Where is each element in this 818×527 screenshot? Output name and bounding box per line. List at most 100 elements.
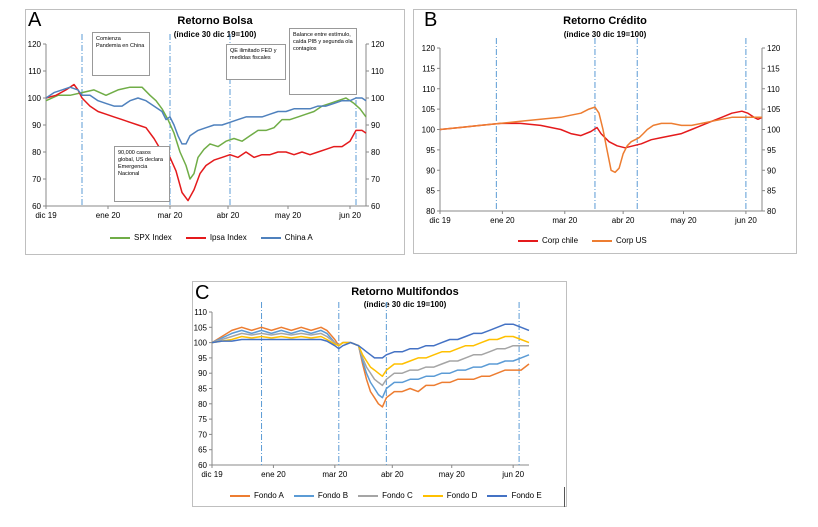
legend-swatch (518, 239, 538, 242)
annotation-pandemia: Comienza Pandemia en China (92, 32, 150, 76)
chart-b-legend: Corp chile Corp US (518, 236, 647, 245)
chart-c-title: Retorno Multifondos (351, 286, 459, 298)
x-tick-label: abr 20 (612, 216, 635, 225)
y-tick-label: 110 (422, 85, 435, 94)
legend-item: Fondo C (358, 491, 413, 500)
legend-item: Corp US (592, 236, 647, 245)
annotation-emergencia: 90,000 casos global, US declara Emergenc… (114, 146, 170, 202)
y-tick-label-right: 60 (371, 202, 380, 211)
legend-item: SPX Index (110, 233, 172, 242)
y-tick-label: 100 (422, 126, 436, 135)
legend-item: Fondo E (487, 491, 542, 500)
legend-swatch (422, 494, 443, 497)
x-tick-label: ene 20 (96, 211, 121, 220)
chart-c-subtitle: (índice 30 dic 19=100) (363, 300, 447, 309)
x-tick-label: dic 19 (201, 470, 223, 479)
panel-letter-a: A (28, 9, 42, 31)
chart-panel-c (192, 281, 567, 507)
series-line-corp-chile (439, 110, 763, 149)
y-tick-label: 70 (198, 430, 207, 439)
legend-label: Ipsa Index (209, 233, 247, 242)
x-tick-label: mar 20 (322, 470, 347, 479)
legend-label: Corp chile (542, 236, 579, 245)
x-tick-label: may 20 (670, 216, 697, 225)
y-tick-label-right: 95 (767, 146, 776, 155)
y-tick-label-right: 110 (371, 67, 384, 76)
legend-label: Fondo C (382, 491, 413, 500)
y-tick-label: 110 (194, 308, 207, 317)
y-tick-label: 105 (194, 323, 208, 332)
legend-swatch (358, 494, 379, 497)
y-tick-label-right: 100 (767, 126, 781, 135)
x-tick-label: ene 20 (261, 470, 286, 479)
x-tick-label: may 20 (275, 211, 302, 220)
y-tick-label-right: 120 (371, 40, 385, 49)
y-tick-label-right: 90 (371, 121, 380, 130)
chart-panel-b (413, 9, 797, 254)
legend-label: Fondo A (254, 491, 284, 500)
x-tick-label: abr 20 (217, 211, 240, 220)
x-tick-label: mar 20 (552, 216, 577, 225)
chart-c-legend: Fondo A Fondo B Fondo C Fondo D Fondo E (230, 491, 542, 500)
y-tick-label: 60 (32, 202, 41, 211)
y-tick-label: 90 (426, 166, 435, 175)
legend-label: SPX Index (134, 233, 172, 242)
series-line-china-a (45, 86, 367, 145)
chart-b-subtitle: (índice 30 dic 19=100) (563, 30, 647, 39)
series-line-fondo-a (211, 326, 530, 408)
x-tick-label: ene 20 (490, 216, 515, 225)
y-tick-label: 110 (28, 67, 41, 76)
chart-a-title: Retorno Bolsa (177, 15, 253, 27)
y-tick-label: 100 (28, 94, 42, 103)
panel-letter-b: B (424, 9, 438, 31)
legend-swatch (260, 236, 281, 239)
series-line-ipsa-index (45, 83, 367, 202)
series-line-fondo-e (211, 323, 530, 359)
y-tick-label: 100 (194, 339, 208, 348)
y-tick-label: 60 (198, 461, 207, 470)
x-tick-label: jun 20 (338, 211, 361, 220)
y-tick-label-right: 85 (767, 187, 776, 196)
y-tick-label-right: 80 (767, 207, 776, 216)
series-line-fondo-c (211, 332, 529, 387)
y-tick-label: 65 (198, 446, 207, 455)
legend-label: Fondo B (317, 491, 349, 500)
y-tick-label-right: 100 (371, 94, 385, 103)
y-tick-label: 75 (198, 415, 207, 424)
series-line-spx-index (45, 86, 367, 180)
legend-item: Fondo D (422, 491, 477, 500)
y-tick-label: 105 (422, 105, 436, 114)
y-tick-label-right: 70 (371, 175, 380, 184)
legend-item: Fondo B (293, 491, 349, 500)
chart-b-title: Retorno Crédito (563, 15, 647, 27)
y-tick-label: 120 (422, 44, 436, 53)
panel-letter-c: C (195, 282, 210, 304)
y-tick-label: 80 (426, 207, 435, 216)
y-tick-label-right: 120 (767, 44, 781, 53)
x-tick-label: may 20 (439, 470, 466, 479)
y-tick-label: 95 (198, 354, 207, 363)
y-tick-label: 95 (426, 146, 435, 155)
y-tick-label: 85 (426, 187, 435, 196)
legend-swatch (293, 494, 314, 497)
x-tick-label: jun 20 (501, 470, 524, 479)
series-line-fondo-b (211, 329, 530, 399)
y-tick-label-right: 105 (767, 105, 781, 114)
legend-label: China A (284, 233, 313, 242)
y-tick-label: 120 (28, 40, 42, 49)
chart-a-legend: SPX Index Ipsa Index China A (110, 233, 313, 242)
legend-swatch (110, 236, 130, 239)
legend-swatch (230, 494, 250, 497)
x-tick-label: dic 19 (35, 211, 57, 220)
legend-label: Fondo E (511, 491, 542, 500)
chart-c-edge-marker (564, 487, 566, 507)
y-tick-label: 85 (198, 385, 207, 394)
y-tick-label: 115 (422, 64, 435, 73)
legend-item: Ipsa Index (185, 233, 247, 242)
series-line-fondo-d (211, 335, 530, 378)
legend-swatch (487, 494, 508, 497)
legend-label: Corp US (616, 236, 647, 245)
y-tick-label-right: 90 (767, 166, 776, 175)
